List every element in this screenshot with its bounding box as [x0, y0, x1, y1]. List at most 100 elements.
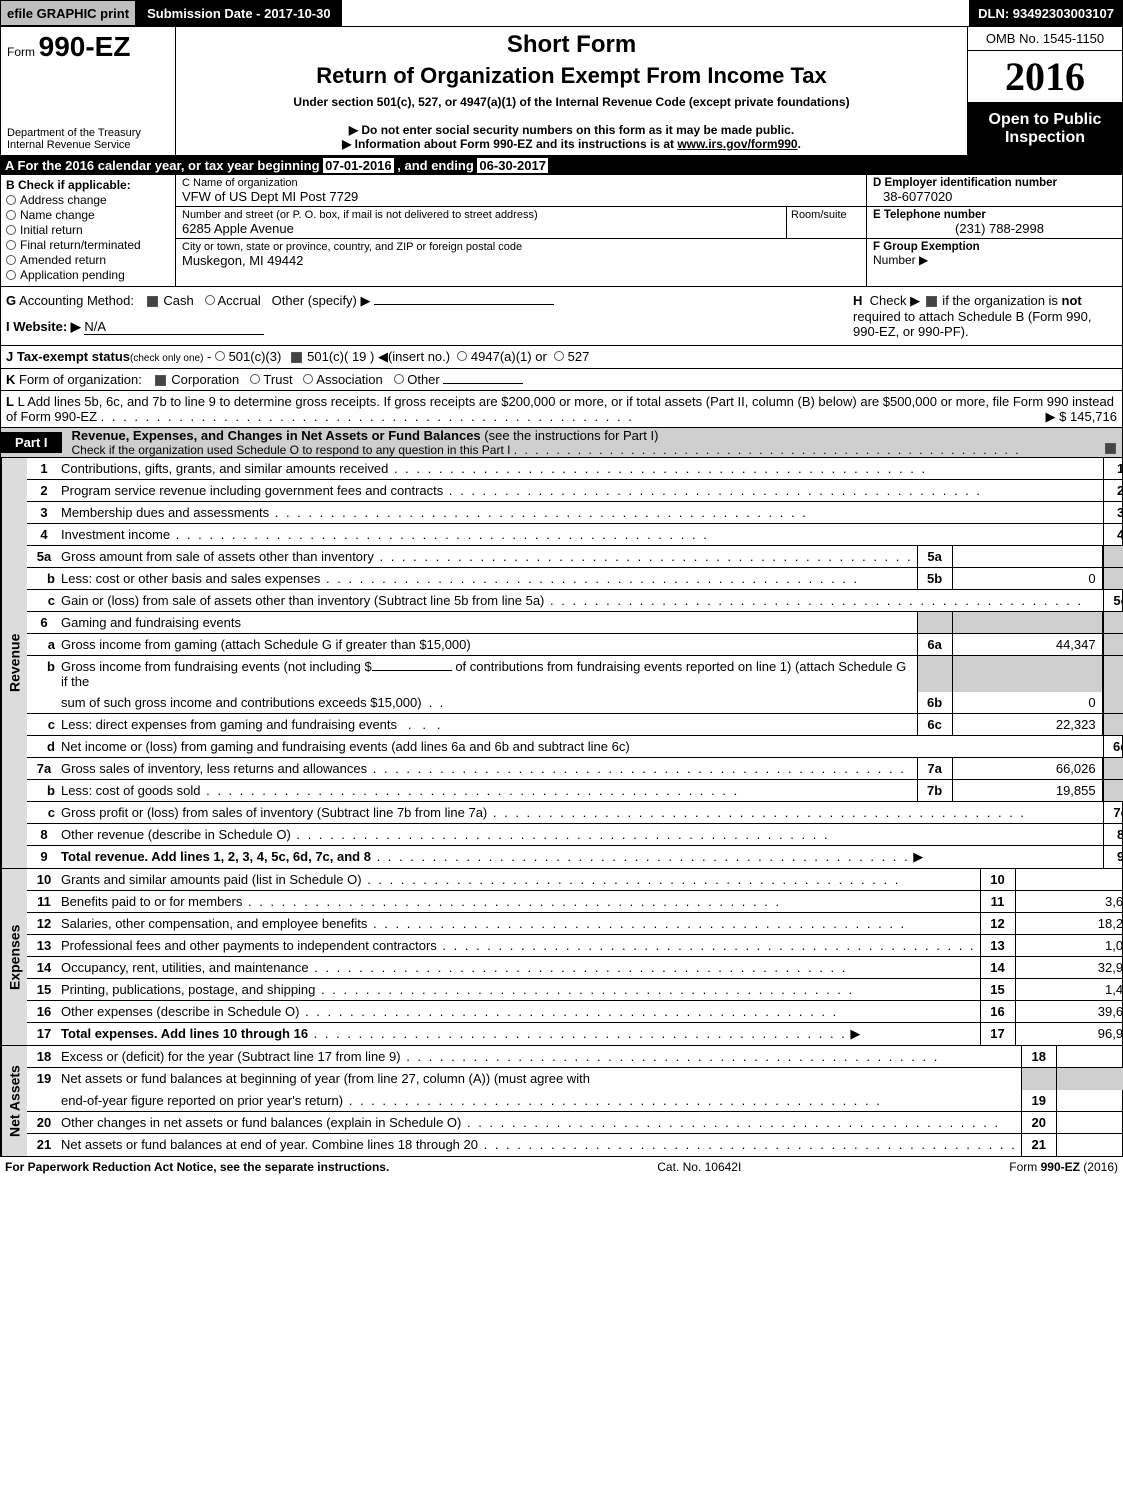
opt-application-pending: Application pending — [20, 268, 125, 282]
ln6c-sn: 6c — [917, 714, 953, 735]
expenses-side-label: Expenses — [1, 869, 27, 1045]
col-b-label: B Check if applicable: — [6, 178, 170, 192]
ln14-num: 14 — [27, 957, 61, 978]
ln6b-grey1 — [1103, 656, 1123, 692]
accrual-radio[interactable] — [205, 295, 215, 305]
ln13-desc: Professional fees and other payments to … — [61, 938, 437, 953]
ln4-desc: Investment income — [61, 527, 170, 542]
k-trust-radio[interactable] — [250, 374, 260, 384]
ln20-num: 20 — [27, 1112, 61, 1133]
chk-name-change[interactable]: Name change — [6, 208, 170, 222]
j-501c3-radio[interactable] — [215, 351, 225, 361]
line-17: 17 Total expenses. Add lines 10 through … — [27, 1023, 1123, 1045]
ln20-desc: Other changes in net assets or fund bala… — [61, 1115, 461, 1130]
ln12-desc: Salaries, other compensation, and employ… — [61, 916, 367, 931]
tax-year: 2016 — [968, 51, 1122, 103]
ln11-num: 11 — [27, 891, 61, 912]
j-527-radio[interactable] — [554, 351, 564, 361]
open-to-public: Open to Public Inspection — [968, 103, 1122, 155]
ln21-amt: 172,880 — [1057, 1134, 1123, 1156]
ln19-mn: 19 — [1021, 1090, 1057, 1111]
ln14-amt: 32,983 — [1016, 957, 1123, 978]
ln16-desc: Other expenses (describe in Schedule O) — [61, 1004, 299, 1019]
dept-line2: Internal Revenue Service — [7, 139, 169, 151]
j-4947-radio[interactable] — [457, 351, 467, 361]
ln7a-num: 7a — [27, 758, 61, 779]
line-20: 20 Other changes in net assets or fund b… — [27, 1112, 1123, 1134]
line-9: 9 Total revenue. Add lines 1, 2, 3, 4, 5… — [27, 846, 1123, 868]
efile-print-button[interactable]: efile GRAPHIC print — [0, 0, 136, 26]
ln6d-mn: 6d — [1103, 736, 1123, 757]
ln16-mn: 16 — [980, 1001, 1016, 1022]
ln6c-num: c — [27, 714, 61, 735]
ln5a-sn: 5a — [917, 546, 953, 567]
ln7c-num: c — [27, 802, 61, 823]
dln-label: DLN: 93492303003107 — [969, 0, 1123, 26]
chk-address-change[interactable]: Address change — [6, 193, 170, 207]
part1-sched-o-checkbox[interactable] — [1105, 443, 1116, 454]
top-bar: efile GRAPHIC print Submission Date - 20… — [0, 0, 1123, 26]
accounting-method: G Accounting Method: Cash Accrual Other … — [6, 293, 847, 339]
part1-check-line: Check if the organization used Schedule … — [72, 443, 1122, 457]
footer-paperwork: For Paperwork Reduction Act Notice, see … — [5, 1160, 389, 1174]
ln2-mn: 2 — [1103, 480, 1123, 501]
ein-label: D Employer identification number — [873, 177, 1116, 189]
ln6a-num: a — [27, 634, 61, 655]
k-assoc-radio[interactable] — [303, 374, 313, 384]
ln12-amt: 18,214 — [1016, 913, 1123, 934]
open-line1: Open to Public — [968, 111, 1122, 129]
line-4: 4 Investment income 4 13 — [27, 524, 1123, 546]
line-8: 8 Other revenue (describe in Schedule O)… — [27, 824, 1123, 846]
ln6b-grey3 — [1103, 692, 1123, 713]
ln6b-sn: 6b — [917, 692, 953, 713]
chk-amended-return[interactable]: Amended return — [6, 253, 170, 267]
sched-b-checkbox[interactable] — [926, 296, 937, 307]
ln17-desc: Total expenses. Add lines 10 through 16 — [61, 1026, 308, 1041]
city-value: Muskegon, MI 49442 — [182, 253, 860, 268]
ln21-mn: 21 — [1021, 1134, 1057, 1156]
ln5c-desc: Gain or (loss) from sale of assets other… — [61, 593, 544, 608]
phone-label: E Telephone number — [873, 209, 1116, 221]
org-name-cell: C Name of organization VFW of US Dept MI… — [176, 175, 866, 207]
ln11-desc: Benefits paid to or for members — [61, 894, 242, 909]
room-label: Room/suite — [791, 209, 862, 221]
chk-application-pending[interactable]: Application pending — [6, 268, 170, 282]
ln15-num: 15 — [27, 979, 61, 1000]
city-cell: City or town, state or province, country… — [176, 239, 866, 271]
ln14-mn: 14 — [980, 957, 1016, 978]
k-corp-checkbox[interactable] — [155, 375, 166, 386]
ln6a-grey1 — [1103, 634, 1123, 655]
chk-final-return[interactable]: Final return/terminated — [6, 238, 170, 252]
ln19-grey1 — [1021, 1068, 1057, 1090]
footer-catno: Cat. No. 10642I — [389, 1160, 1009, 1174]
k-other-radio[interactable] — [394, 374, 404, 384]
submission-date: Submission Date - 2017-10-30 — [136, 0, 342, 26]
org-name-label: C Name of organization — [182, 177, 860, 189]
cash-checkbox[interactable] — [147, 296, 158, 307]
ln13-amt: 1,060 — [1016, 935, 1123, 956]
ln18-num: 18 — [27, 1046, 61, 1067]
form-prefix: Form — [7, 45, 35, 59]
ln6-grey-samt — [953, 612, 1103, 633]
chk-initial-return[interactable]: Initial return — [6, 223, 170, 237]
ln8-num: 8 — [27, 824, 61, 845]
short-form-title: Short Form — [182, 31, 961, 59]
line-2: 2 Program service revenue including gove… — [27, 480, 1123, 502]
ln21-desc: Net assets or fund balances at end of ye… — [61, 1137, 478, 1152]
part1-header: Part I Revenue, Expenses, and Changes in… — [1, 428, 1122, 458]
ln3-mn: 3 — [1103, 502, 1123, 523]
ln15-desc: Printing, publications, postage, and shi… — [61, 982, 315, 997]
irs-link[interactable]: www.irs.gov/form990 — [677, 137, 797, 151]
ln6b-samt: 0 — [953, 692, 1103, 713]
net-assets-section: Net Assets 18 Excess or (deficit) for th… — [1, 1046, 1122, 1156]
j-501c-checkbox[interactable] — [291, 352, 302, 363]
line-5a: 5a Gross amount from sale of assets othe… — [27, 546, 1123, 568]
ln1-num: 1 — [27, 458, 61, 479]
ln7b-desc: Less: cost of goods sold — [61, 783, 200, 798]
line-6b-row1: b Gross income from fundraising events (… — [27, 656, 1123, 692]
section-a-calendar-year: A For the 2016 calendar year, or tax yea… — [1, 156, 1122, 175]
sec-a-mid: , and ending — [394, 158, 478, 173]
line-6a: a Gross income from gaming (attach Sched… — [27, 634, 1123, 656]
ln8-desc: Other revenue (describe in Schedule O) — [61, 827, 291, 842]
ln6d-num: d — [27, 736, 61, 757]
